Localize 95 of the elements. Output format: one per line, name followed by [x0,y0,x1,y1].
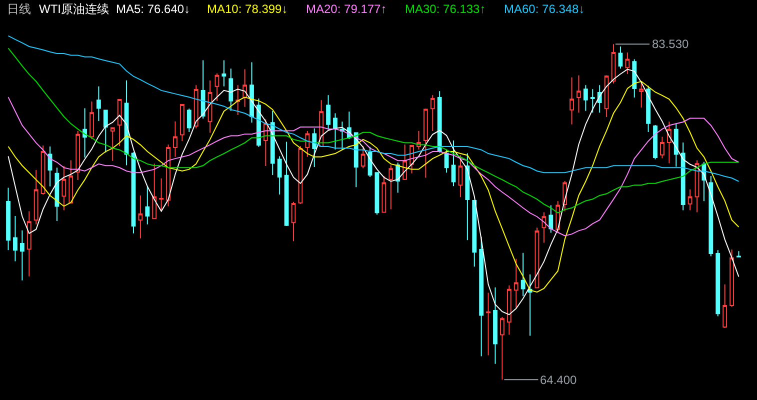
candlestick [250,62,254,124]
candlestick [277,156,282,195]
candlestick [722,284,728,329]
candlestick [173,120,178,158]
candlestick [270,110,275,176]
candlestick [458,154,463,198]
candlestick [444,149,449,174]
candlestick [736,250,741,258]
candlestick [159,178,164,212]
candlestick [242,68,247,108]
text: MA60: 76.348↓ [504,2,585,16]
candlestick [305,130,310,158]
candlestick [96,86,101,122]
candlestick [660,136,664,159]
candlestick [611,44,616,84]
candlestick [6,187,10,251]
candlestick [653,124,658,160]
candlestick [284,141,289,227]
candlestick [200,60,206,120]
candlestick [34,169,38,225]
candlestick [632,58,637,98]
candlestick [604,74,609,118]
candlestick [166,144,170,207]
candlestick [688,188,692,211]
candlestick [236,84,240,116]
candlestick [90,101,94,140]
candlestick [528,274,532,336]
candlestick [62,165,66,211]
candlestick [625,52,630,75]
candlestick [68,160,74,204]
candlestick [117,99,122,147]
candlestick [326,94,330,130]
candlestick [388,164,394,210]
candlestick [576,74,581,114]
candlestick [194,84,198,129]
candlestick [222,60,226,87]
candlestick [333,112,338,150]
candlestick [48,146,52,187]
candlestick [479,236,484,357]
candlestick [208,80,212,134]
candlestick [76,130,80,181]
candlestick [82,108,87,158]
text: MA5: 76.640↓ [116,2,190,16]
candlestick [228,68,234,112]
candlestick [542,212,546,244]
candlestick [291,201,296,242]
candlestick [20,230,24,281]
candlestick [13,215,18,262]
candlestick [618,46,623,70]
candlestick [570,76,574,125]
candlestick [103,110,108,154]
candlestick [500,316,504,380]
candlestick [110,127,115,162]
text: MA20: 79.177↑ [306,2,387,16]
candlestick [674,122,678,168]
candlestick [472,200,477,268]
candlestick [465,152,470,241]
candlestick [437,90,442,152]
candlestick [360,146,366,169]
annotation: 64.400 [540,373,578,387]
candlestick [145,186,150,225]
candlestick [486,292,490,356]
candlestick [590,88,595,114]
candlestick [583,84,588,112]
candlestick [423,108,428,178]
candlestick [312,128,317,168]
chart-title: 日线 [7,2,31,16]
candlestick [40,144,46,195]
candlestick [138,194,143,239]
candlestick [374,172,380,216]
candlestick [716,250,720,317]
candlestick [639,80,644,108]
candlestick [506,284,512,336]
chart-subtitle: WTI原油连续 [39,2,109,16]
candlestick [214,72,220,102]
candlestick [451,140,456,187]
text: MA10: 78.399↓ [207,2,288,16]
candlestick [180,104,184,142]
candlestick [708,176,714,257]
candlestick [730,248,734,308]
candlestick [152,163,157,220]
candlestick [548,204,554,234]
candlestick [514,258,518,308]
candlestick [340,121,344,150]
candlestick [124,80,129,166]
candlestick [430,94,435,132]
candlestick [520,252,526,297]
annotation: 83.530 [652,37,690,51]
candlestick [680,142,686,211]
candlestick [186,108,192,133]
candlestick [493,286,498,364]
candlestick [382,176,386,213]
candlestick [26,210,32,277]
candlestick [646,85,650,133]
text: MA30: 76.133↑ [405,2,486,16]
